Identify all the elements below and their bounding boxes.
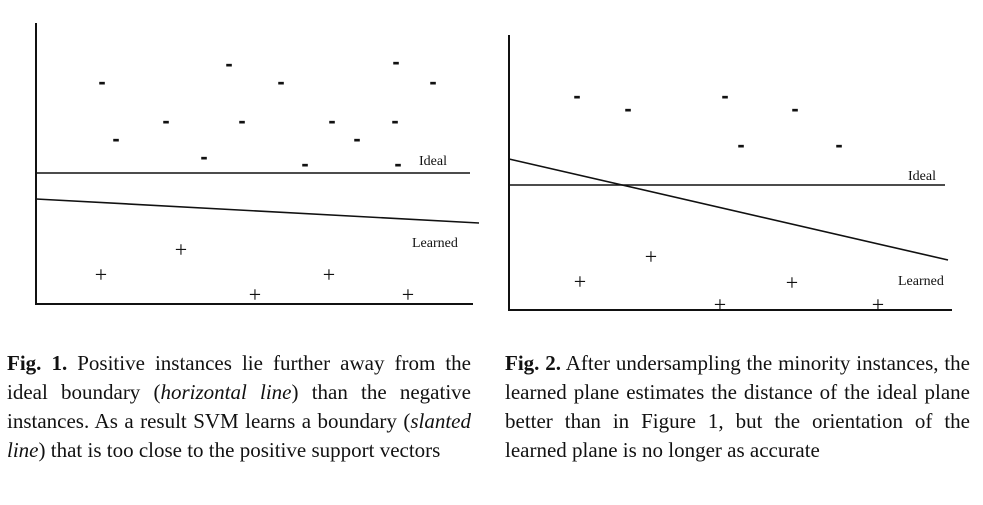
fig2-learned-line: [508, 158, 949, 261]
fig1-caption-text-1: Positive instances lie further away from…: [7, 351, 471, 404]
fig1-caption-text-3: ) that is too close to the positive supp…: [38, 438, 441, 462]
fig2-ideal-label: Ideal: [908, 169, 936, 184]
fig1-learned-label: Learned: [412, 236, 458, 251]
negative-instance-mark: -: [624, 96, 631, 121]
fig1-caption-italic-2: slanted line: [7, 409, 471, 462]
fig1-learned-line: [35, 198, 480, 224]
figure-1: Ideal Learned ------- - - ---- - ++ ++ +: [35, 23, 480, 307]
figure-2-caption: Fig. 2. After undersampling the minority…: [505, 349, 970, 465]
fig1-positive-instances: + + + + +: [95, 237, 414, 307]
fig2-negative-instances: ----- -: [573, 83, 842, 157]
fig2-positive-instances: + + + + +: [574, 244, 884, 317]
negative-instance-mark: -: [162, 108, 169, 133]
fig2-learned-label: Learned: [898, 274, 944, 289]
negative-instance-mark: -: [573, 83, 580, 108]
negative-instance-mark: -: [112, 126, 119, 151]
fig1-caption-label: Fig. 1.: [7, 351, 68, 375]
negative-instance-mark: -: [277, 69, 284, 94]
figure-2: Ideal Learned ----- - ++ ++ +: [508, 35, 952, 317]
negative-instance-mark: -: [791, 96, 798, 121]
positive-instance-mark: +: [175, 237, 187, 262]
negative-instance-mark: -: [238, 108, 245, 133]
fig2-caption-label: Fig. 2.: [505, 351, 562, 375]
negative-instance-mark: -: [392, 49, 399, 74]
fig1-negative-instances: ------- - - ---- -: [98, 49, 436, 176]
fig2-caption-text-1: After undersampling the minority instanc…: [505, 351, 971, 462]
negative-instance-mark: -: [391, 108, 398, 133]
negative-instance-mark: -: [328, 108, 335, 133]
fig1-ideal-label: Ideal: [419, 154, 447, 169]
positive-instance-mark: +: [645, 244, 657, 269]
figure-1-caption: Fig. 1. Positive instances lie further a…: [7, 349, 471, 465]
negative-instance-mark: -: [98, 69, 105, 94]
positive-instance-mark: +: [714, 292, 726, 317]
negative-instance-mark: -: [721, 83, 728, 108]
negative-instance-mark: -: [394, 151, 401, 176]
fig1-caption-text-2: ) than the negative instances. As a resu…: [7, 380, 471, 433]
negative-instance-mark: -: [225, 51, 232, 76]
positive-instance-mark: +: [872, 292, 884, 317]
positive-instance-mark: +: [574, 269, 586, 294]
positive-instance-mark: +: [249, 282, 261, 307]
positive-instance-mark: +: [323, 262, 335, 287]
negative-instance-mark: -: [200, 144, 207, 169]
positive-instance-mark: +: [402, 282, 414, 307]
negative-instance-mark: -: [301, 151, 308, 176]
negative-instance-mark: -: [835, 132, 842, 157]
fig1-caption-italic-1: horizontal line: [160, 380, 292, 404]
positive-instance-mark: +: [786, 270, 798, 295]
negative-instance-mark: -: [353, 126, 360, 151]
figures-canvas: Ideal Learned ------- - - ---- - ++ ++ + Ideal…: [35, 23, 952, 317]
negative-instance-mark: -: [737, 132, 744, 157]
positive-instance-mark: +: [95, 262, 107, 287]
negative-instance-mark: -: [429, 69, 436, 94]
